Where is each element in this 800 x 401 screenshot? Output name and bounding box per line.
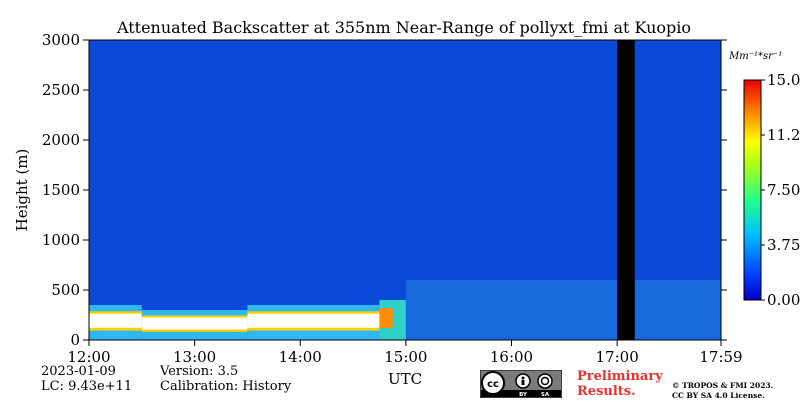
colorbar — [743, 79, 762, 301]
colorbar-tick-label-4: 15.00 — [767, 71, 800, 89]
preliminary-notice: Preliminary Results. — [577, 369, 663, 399]
cc-license-badge: cc BY SA — [480, 370, 562, 398]
colorbar-ticks: 0.00 3.75 7.50 11.25 15.00 — [761, 71, 800, 309]
y-tick-label-6: 3000 — [42, 31, 80, 49]
copyright-notice: © TROPOS & FMI 2023. CC BY SA 4.0 Licens… — [672, 381, 773, 401]
axis-ticks — [83, 39, 727, 346]
copyright-line2: CC BY SA 4.0 License. — [672, 391, 765, 400]
missing-data-0 — [617, 40, 635, 340]
y-tick-label-4: 2000 — [42, 131, 80, 149]
x-tick-label-5: 17:00 — [596, 348, 639, 366]
layer-patchy — [405, 280, 721, 340]
x-tick-label-0: 12:00 — [67, 348, 110, 366]
colorbar-tick-label-3: 11.25 — [767, 126, 800, 144]
layer-1 — [141, 310, 248, 340]
y-tick-label-0: 0 — [70, 331, 80, 349]
x-tick-label-2: 14:00 — [279, 348, 322, 366]
layer-2 — [247, 305, 380, 340]
date-label: 2023-01-09 — [41, 364, 116, 379]
y-tick-label-2: 1000 — [42, 231, 80, 249]
copyright-line1: © TROPOS & FMI 2023. — [672, 381, 774, 390]
sa-text: SA — [541, 392, 550, 398]
colorbar-label: Mm⁻¹*sr⁻¹ — [728, 51, 782, 62]
y-tick-label-1: 500 — [51, 281, 80, 299]
layer-4 — [405, 280, 721, 340]
layer-core — [379, 308, 393, 328]
layer-core — [141, 317, 248, 330]
layer-core — [89, 313, 142, 328]
y-tick-label-3: 1500 — [42, 181, 80, 199]
x-axis-label: UTC — [388, 370, 422, 388]
by-icon — [521, 376, 525, 380]
x-tick-label-3: 15:00 — [384, 348, 427, 366]
layer-0 — [89, 305, 142, 340]
by-text: BY — [519, 392, 528, 398]
colorbar-tick-label-1: 3.75 — [767, 236, 800, 254]
cc-icon: cc — [487, 379, 499, 390]
preliminary-line1: Preliminary — [577, 369, 663, 384]
layer-core — [247, 313, 380, 328]
x-tick-labels: 12:00 13:00 14:00 15:00 16:00 17:00 17:59 — [67, 348, 742, 366]
x-tick-label-1: 13:00 — [173, 348, 216, 366]
x-tick-label-6: 17:59 — [699, 348, 742, 366]
colorbar-tick-label-2: 7.50 — [767, 181, 800, 199]
chart-title: Attenuated Backscatter at 355nm Near-Ran… — [116, 18, 691, 37]
plot-layers — [89, 40, 721, 340]
y-tick-label-5: 2500 — [42, 81, 80, 99]
y-tick-labels: 0 500 1000 1500 2000 2500 3000 — [42, 31, 80, 349]
sa-icon — [540, 376, 550, 386]
x-tick-label-4: 16:00 — [490, 348, 533, 366]
version-label: Version: 3.5 — [160, 364, 239, 379]
calibration-label: Calibration: History — [160, 379, 292, 394]
y-axis-label: Height (m) — [13, 149, 31, 232]
preliminary-line2: Results. — [577, 384, 636, 399]
lc-label: LC: 9.43e+11 — [41, 379, 133, 394]
colorbar-tick-label-0: 0.00 — [767, 291, 800, 309]
layer-3 — [379, 300, 406, 340]
